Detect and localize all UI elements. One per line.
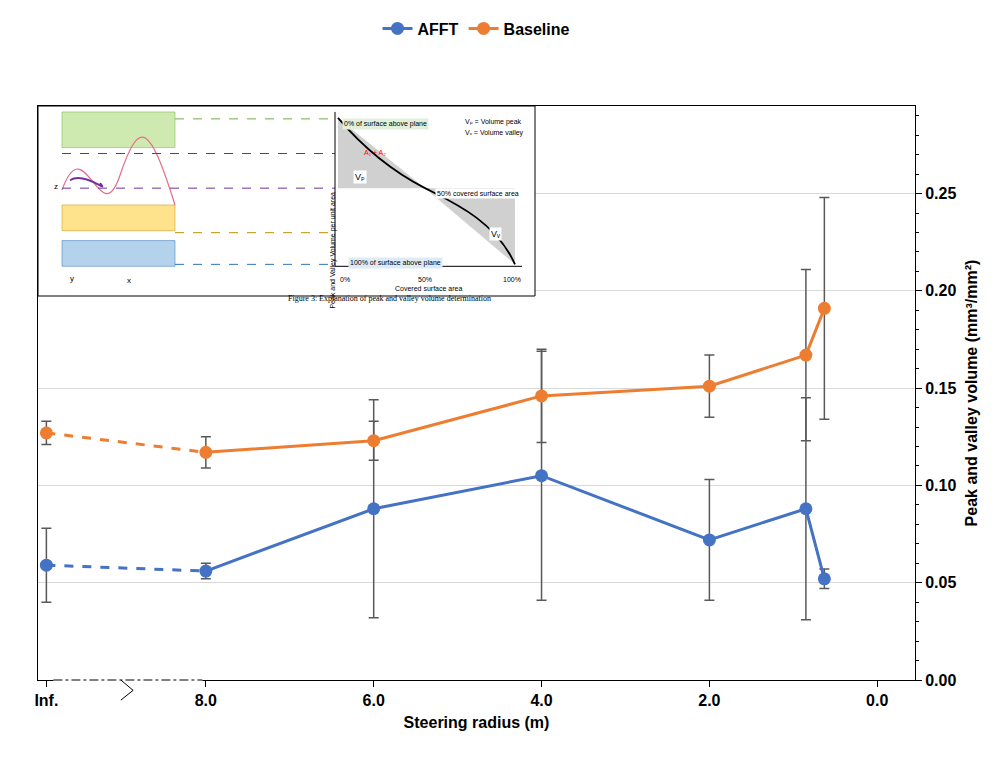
svg-text:Vᵥ: Vᵥ: [491, 229, 500, 239]
svg-text:Figure 3: Explanation of peak: Figure 3: Explanation of peak and valley…: [288, 294, 491, 303]
svg-text:AFFT: AFFT: [418, 21, 459, 38]
svg-text:6.0: 6.0: [363, 692, 385, 709]
svg-text:x: x: [127, 276, 131, 285]
svg-text:Covered surface area: Covered surface area: [395, 285, 462, 292]
svg-text:Steering radius (m): Steering radius (m): [404, 714, 550, 731]
svg-text:Peak and valley volume (mm³/mm: Peak and valley volume (mm³/mm²): [963, 260, 980, 527]
svg-text:2.0: 2.0: [698, 692, 720, 709]
svg-text:Baseline: Baseline: [504, 21, 570, 38]
svg-text:Peak and Valley Volume per uni: Peak and Valley Volume per unit area: [329, 192, 337, 309]
svg-text:0.15: 0.15: [925, 380, 956, 397]
svg-text:100%: 100%: [503, 276, 521, 283]
svg-text:Vᵥ = Volume valley: Vᵥ = Volume valley: [465, 129, 524, 137]
svg-text:0.00: 0.00: [925, 672, 956, 689]
svg-text:Vₚ = Volume peak: Vₚ = Volume peak: [465, 118, 522, 126]
svg-text:4.0: 4.0: [530, 692, 552, 709]
svg-text:A₁ + A₂: A₁ + A₂: [364, 149, 386, 156]
svg-text:Inf.: Inf.: [34, 692, 58, 709]
svg-text:0.05: 0.05: [925, 574, 956, 591]
svg-text:8.0: 8.0: [195, 692, 217, 709]
svg-text:0.20: 0.20: [925, 282, 956, 299]
svg-text:Vₚ: Vₚ: [355, 172, 365, 182]
svg-text:0% of surface above plane: 0% of surface above plane: [344, 120, 427, 128]
svg-text:0.0: 0.0: [866, 692, 888, 709]
svg-text:y: y: [70, 274, 74, 283]
svg-text:0%: 0%: [340, 276, 350, 283]
svg-text:0.10: 0.10: [925, 477, 956, 494]
svg-text:50% covered surface area: 50% covered surface area: [437, 190, 519, 197]
svg-text:100% of surface above plane: 100% of surface above plane: [350, 259, 441, 267]
svg-text:50%: 50%: [418, 276, 432, 283]
svg-text:z: z: [54, 182, 58, 191]
svg-text:0.25: 0.25: [925, 185, 956, 202]
